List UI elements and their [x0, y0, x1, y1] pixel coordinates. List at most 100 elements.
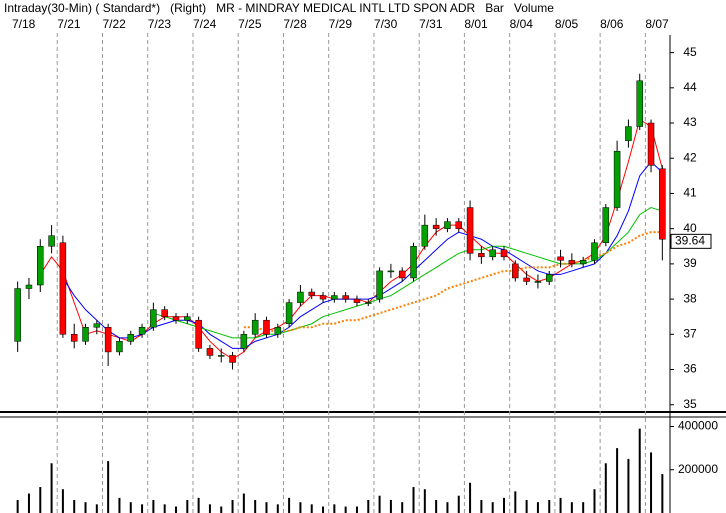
- candle-body: [421, 224, 429, 247]
- volume-bar: [582, 502, 585, 513]
- volume-bar: [322, 506, 325, 513]
- volume-bar: [412, 487, 415, 513]
- candle-body: [229, 355, 236, 363]
- candle-body: [534, 281, 542, 283]
- volume-bar: [254, 500, 257, 513]
- candle-body: [285, 302, 293, 324]
- y-tick-label: 37: [683, 326, 697, 340]
- moving-average: [243, 231, 663, 332]
- candle-body: [489, 249, 496, 258]
- candle-body: [206, 348, 214, 356]
- y-tick-label: 41: [683, 186, 697, 200]
- volume-bar: [231, 500, 234, 513]
- candle-body: [138, 327, 146, 335]
- volume-bar: [16, 500, 19, 513]
- volume-bar: [423, 489, 426, 513]
- candle-body: [195, 319, 202, 349]
- volume-bar: [163, 504, 166, 513]
- candle-body: [579, 260, 587, 265]
- candle-body: [512, 263, 519, 279]
- volume-bar: [129, 502, 132, 513]
- volume-bar: [536, 502, 539, 513]
- volume-bar: [152, 500, 155, 513]
- candle-body: [116, 341, 123, 353]
- candle-body: [127, 334, 135, 342]
- x-tick-label: 7/23: [148, 17, 172, 31]
- candle-body: [342, 295, 349, 300]
- candle-body: [444, 221, 451, 229]
- candle-body: [376, 270, 383, 300]
- candle-body: [14, 288, 21, 342]
- volume-bar: [378, 495, 381, 513]
- candle-body: [602, 207, 610, 243]
- volume-bar: [355, 506, 358, 513]
- candle-body: [613, 150, 621, 208]
- chart-title: Intraday(30-Min) ( Standard*) (Right) MR…: [4, 1, 554, 15]
- volume-bar: [186, 500, 189, 513]
- y-tick-label: 42: [683, 150, 697, 164]
- candle-body: [240, 334, 248, 349]
- volume-bar: [389, 500, 392, 513]
- candle-body: [365, 302, 372, 304]
- x-tick-label: 7/30: [374, 17, 398, 31]
- volume-bar: [84, 502, 87, 513]
- volume-bar: [604, 463, 607, 513]
- volume-bar: [593, 489, 596, 513]
- y-tick-label: 38: [683, 291, 697, 305]
- volume-bar: [141, 504, 144, 513]
- volume-bar: [514, 491, 517, 513]
- candle-body: [466, 207, 474, 254]
- candle-body: [104, 327, 112, 353]
- candle-body: [410, 246, 417, 279]
- moving-average: [39, 118, 663, 360]
- volume-bar: [175, 506, 177, 513]
- volume-bar: [559, 497, 562, 513]
- candle-body: [217, 355, 225, 357]
- candle-body: [161, 309, 168, 317]
- volume-bar: [220, 506, 223, 513]
- volume-bar: [310, 504, 313, 513]
- volume-bar: [208, 504, 211, 513]
- x-tick-label: 7/31: [419, 17, 443, 31]
- volume-bar: [401, 502, 404, 513]
- volume-bar: [27, 493, 30, 513]
- volume-bar: [435, 500, 438, 513]
- y-tick-label: 40: [683, 221, 697, 235]
- volume-bar: [491, 502, 494, 513]
- x-tick-label: 7/28: [283, 17, 307, 31]
- volume-bar: [570, 502, 573, 513]
- volume-bar: [480, 500, 483, 513]
- candle-body: [523, 277, 530, 282]
- candle-body: [432, 224, 440, 229]
- y-tick-label: 44: [683, 80, 697, 94]
- volume-bar: [627, 458, 630, 513]
- volume-bar: [457, 495, 460, 513]
- y-tick-label: 45: [683, 45, 697, 59]
- candle-body: [455, 221, 463, 229]
- x-tick-label: 7/18: [12, 17, 36, 31]
- candle-body: [59, 242, 67, 335]
- candle-body: [647, 122, 655, 166]
- candle-body: [568, 260, 576, 265]
- candle-body: [82, 327, 89, 342]
- volume-bar: [333, 504, 336, 513]
- x-tick-label: 7/24: [193, 17, 217, 31]
- candle-body: [48, 235, 55, 247]
- volume-bar: [616, 448, 619, 513]
- volume-bar: [650, 452, 653, 513]
- volume-bar: [95, 504, 98, 513]
- volume-bar: [344, 506, 347, 513]
- last-price-box: [670, 233, 712, 249]
- candle-body: [150, 309, 157, 328]
- x-tick-label: 8/05: [555, 17, 579, 31]
- x-tick-label: 7/21: [57, 17, 81, 31]
- x-tick-label: 7/25: [238, 17, 262, 31]
- volume-bar: [197, 497, 200, 513]
- volume-bar: [107, 461, 110, 513]
- volume-bar: [525, 500, 528, 513]
- moving-average: [153, 206, 663, 339]
- candle-body: [184, 316, 191, 321]
- x-tick-label: 7/29: [329, 17, 353, 31]
